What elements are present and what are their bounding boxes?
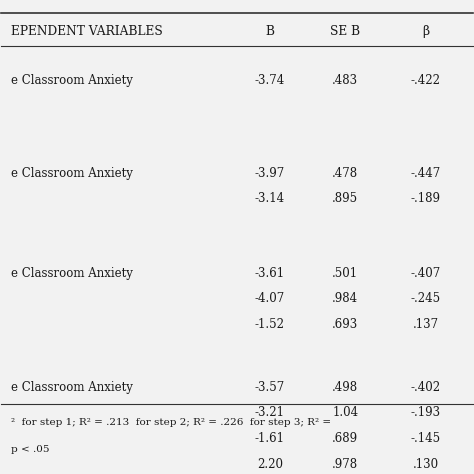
Text: -.193: -.193 — [410, 406, 440, 419]
Text: -.407: -.407 — [410, 267, 441, 280]
Text: 1.04: 1.04 — [332, 406, 358, 419]
Text: -.402: -.402 — [410, 381, 440, 394]
Text: SE B: SE B — [330, 25, 360, 38]
Text: -4.07: -4.07 — [255, 292, 285, 305]
Text: -3.74: -3.74 — [255, 73, 285, 87]
Text: p < .05: p < .05 — [11, 445, 49, 454]
Text: .689: .689 — [332, 432, 358, 445]
Text: -3.14: -3.14 — [255, 192, 285, 205]
Text: -.422: -.422 — [410, 73, 440, 87]
Text: ²  for step 1; R² = .213  for step 2; R² = .226  for step 3; R² =: ² for step 1; R² = .213 for step 2; R² =… — [11, 418, 331, 427]
Text: B: B — [265, 25, 274, 38]
Text: .895: .895 — [332, 192, 358, 205]
Text: -.447: -.447 — [410, 167, 441, 180]
Text: .984: .984 — [332, 292, 358, 305]
Text: .978: .978 — [332, 457, 358, 471]
Text: .130: .130 — [412, 457, 438, 471]
Text: e Classroom Anxiety: e Classroom Anxiety — [11, 381, 133, 394]
Text: -3.61: -3.61 — [255, 267, 285, 280]
Text: -3.97: -3.97 — [255, 167, 285, 180]
Text: EPENDENT VARIABLES: EPENDENT VARIABLES — [11, 25, 163, 38]
Text: -3.21: -3.21 — [255, 406, 285, 419]
Text: -1.52: -1.52 — [255, 318, 285, 331]
Text: .483: .483 — [332, 73, 358, 87]
Text: -3.57: -3.57 — [255, 381, 285, 394]
Text: -.189: -.189 — [410, 192, 440, 205]
Text: .478: .478 — [332, 167, 358, 180]
Text: .501: .501 — [332, 267, 358, 280]
Text: β: β — [422, 25, 429, 38]
Text: .693: .693 — [332, 318, 358, 331]
Text: -.145: -.145 — [410, 432, 440, 445]
Text: 2.20: 2.20 — [257, 457, 283, 471]
Text: -1.61: -1.61 — [255, 432, 285, 445]
Text: .498: .498 — [332, 381, 358, 394]
Text: e Classroom Anxiety: e Classroom Anxiety — [11, 73, 133, 87]
Text: e Classroom Anxiety: e Classroom Anxiety — [11, 167, 133, 180]
Text: e Classroom Anxiety: e Classroom Anxiety — [11, 267, 133, 280]
Text: .137: .137 — [412, 318, 438, 331]
Text: -.245: -.245 — [410, 292, 440, 305]
